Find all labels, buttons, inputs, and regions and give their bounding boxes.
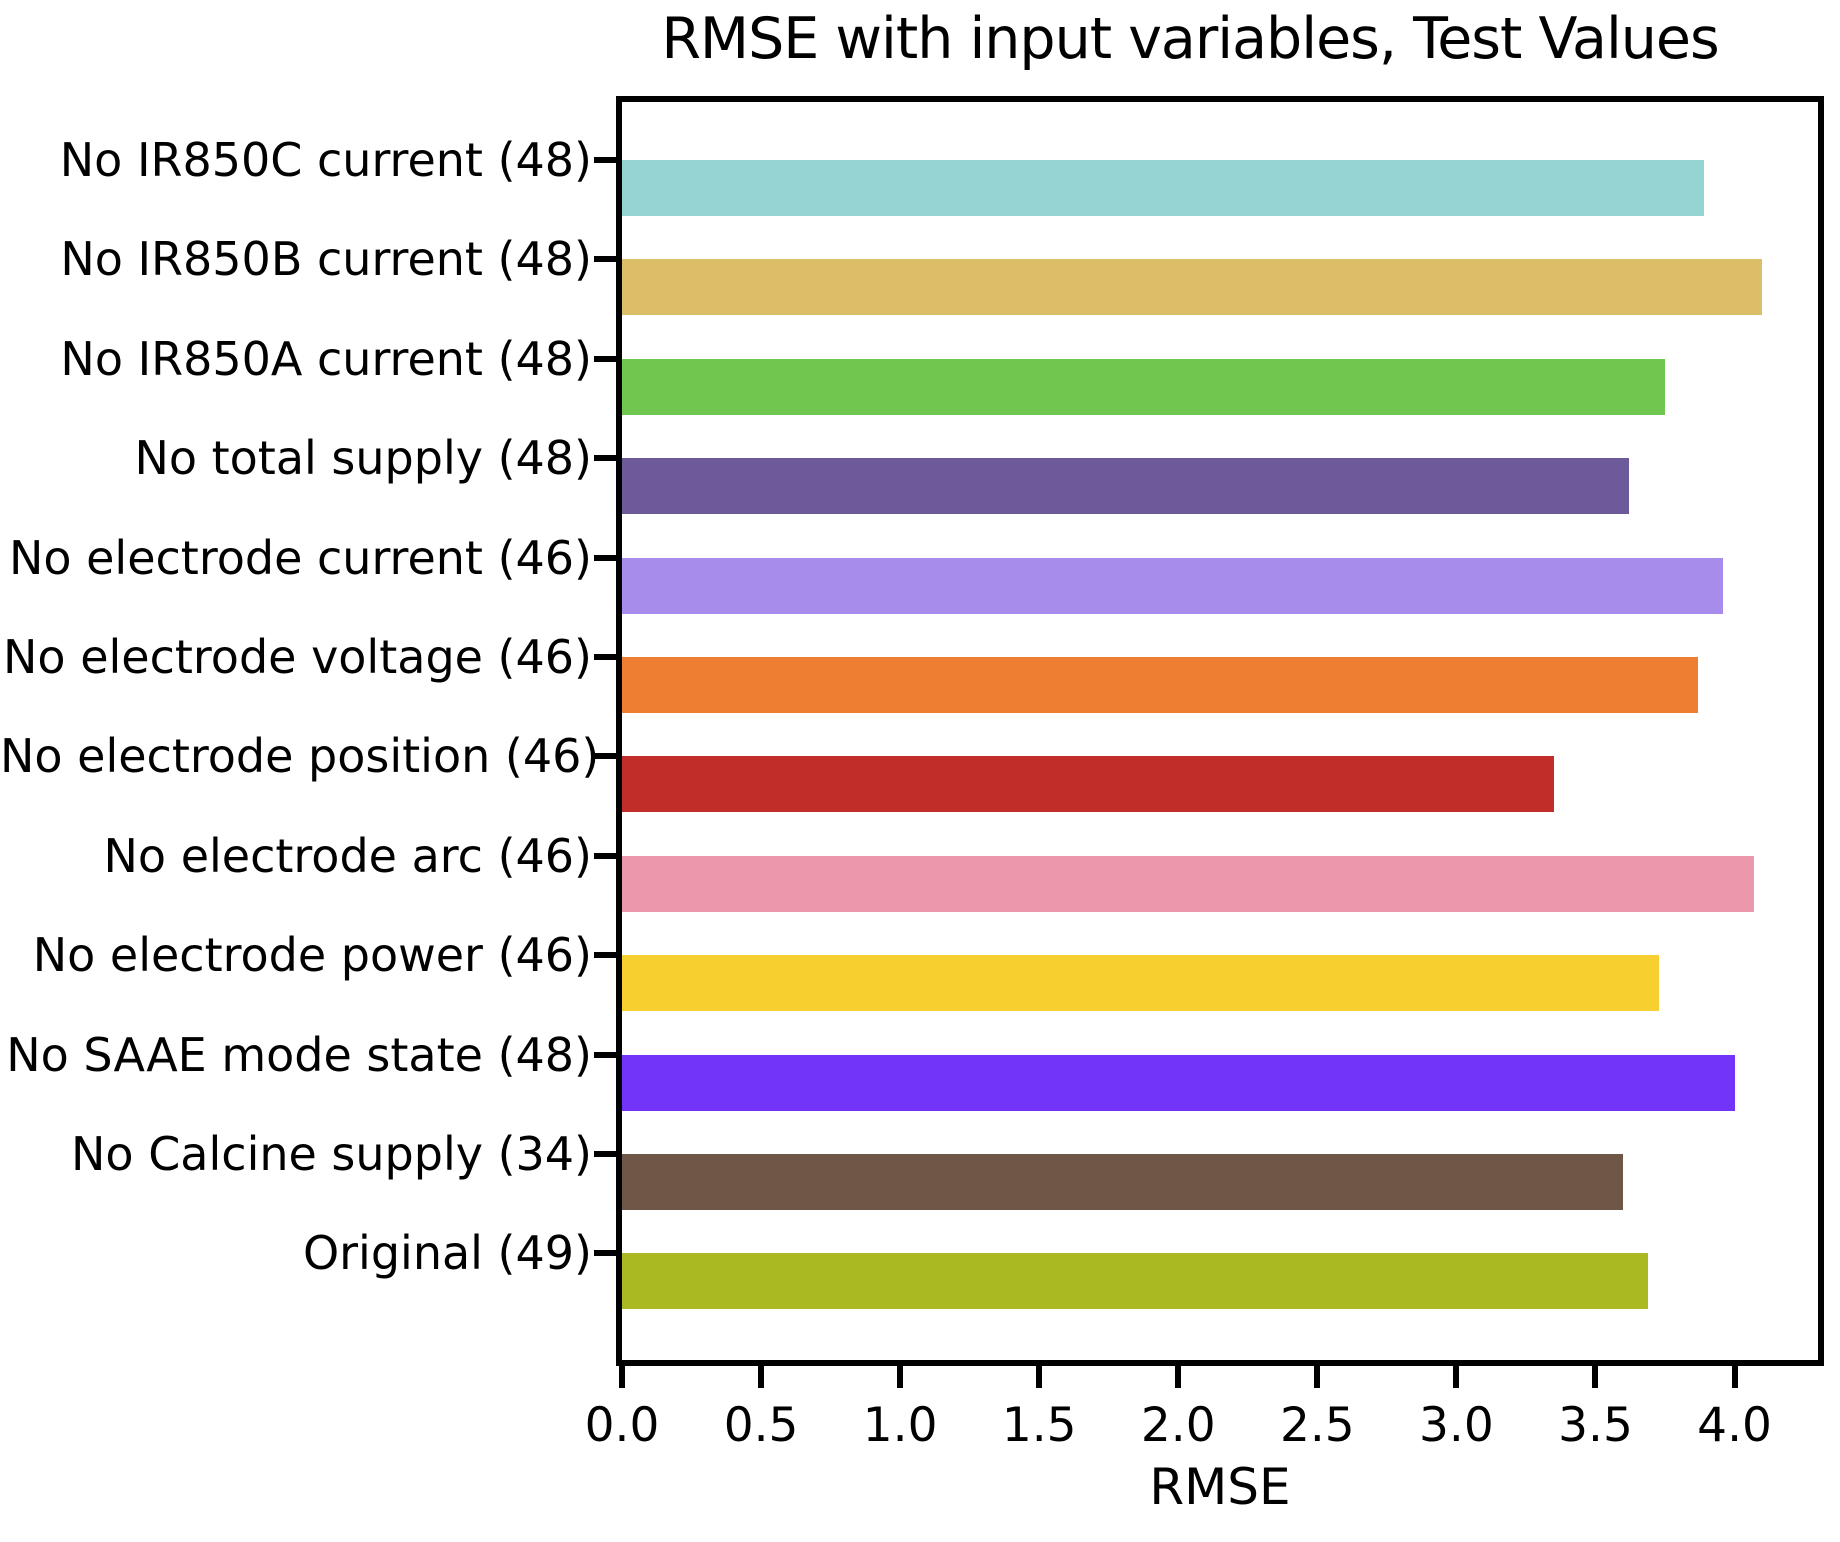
x-tick-1 [758, 1366, 765, 1388]
bar-5 [622, 657, 1699, 713]
category-label-5: No electrode voltage (46) [3, 630, 592, 684]
plot-area [616, 96, 1824, 1366]
y-tick-11 [594, 1250, 616, 1257]
category-label-1: No IR850B current (48) [60, 232, 592, 287]
x-tick-4 [1175, 1366, 1182, 1388]
category-label-4: No electrode current (46) [8, 530, 592, 585]
y-tick-2 [594, 355, 616, 362]
x-axis-title: RMSE [1149, 1458, 1291, 1516]
x-tick-label-0: 0.0 [584, 1398, 660, 1453]
bar-7 [622, 855, 1755, 912]
y-tick-9 [594, 1051, 616, 1058]
x-tick-label-4: 2.0 [1140, 1398, 1216, 1453]
bar-0 [622, 160, 1704, 216]
y-tick-3 [594, 455, 616, 462]
category-label-6: No electrode position (46) [0, 729, 600, 784]
bar-8 [622, 955, 1660, 1012]
x-tick-label-1: 0.5 [723, 1398, 799, 1453]
y-tick-8 [594, 952, 616, 959]
x-tick-label-6: 3.0 [1419, 1398, 1494, 1453]
category-label-9: No SAAE mode state (48) [6, 1027, 592, 1082]
x-tick-5 [1314, 1366, 1321, 1388]
y-tick-6 [594, 753, 616, 760]
bar-3 [622, 458, 1629, 515]
category-label-2: No IR850A current (48) [60, 331, 592, 386]
y-tick-4 [594, 554, 616, 561]
x-tick-2 [897, 1366, 904, 1388]
category-label-10: No Calcine supply (34) [71, 1127, 592, 1181]
y-tick-7 [594, 852, 616, 859]
category-label-8: No electrode power (46) [32, 928, 592, 983]
bar-10 [622, 1154, 1624, 1210]
bar-9 [622, 1054, 1735, 1111]
category-label-0: No IR850C current (48) [59, 133, 592, 187]
x-tick-7 [1592, 1366, 1599, 1388]
y-tick-0 [594, 157, 616, 163]
y-tick-10 [594, 1151, 616, 1157]
category-label-3: No total supply (48) [134, 431, 592, 486]
x-tick-label-3: 1.5 [1001, 1398, 1077, 1453]
y-tick-1 [594, 256, 616, 263]
bar-1 [622, 259, 1763, 316]
bar-2 [622, 358, 1666, 415]
x-tick-label-7: 3.5 [1558, 1398, 1633, 1453]
x-tick-label-8: 4.0 [1697, 1398, 1772, 1453]
chart-title: RMSE with input variables, Test Values [661, 6, 1719, 72]
category-label-7: No electrode arc (46) [103, 828, 592, 883]
category-label-11: Original (49) [302, 1226, 592, 1281]
x-tick-label-2: 1.0 [862, 1398, 938, 1453]
bar-6 [622, 756, 1554, 813]
x-tick-label-5: 2.5 [1279, 1398, 1355, 1453]
x-tick-3 [1036, 1366, 1043, 1388]
x-tick-8 [1731, 1366, 1738, 1388]
bar-4 [622, 557, 1724, 614]
x-tick-0 [619, 1366, 625, 1388]
bar-11 [622, 1253, 1649, 1310]
y-tick-5 [594, 654, 616, 660]
x-tick-6 [1453, 1366, 1460, 1388]
